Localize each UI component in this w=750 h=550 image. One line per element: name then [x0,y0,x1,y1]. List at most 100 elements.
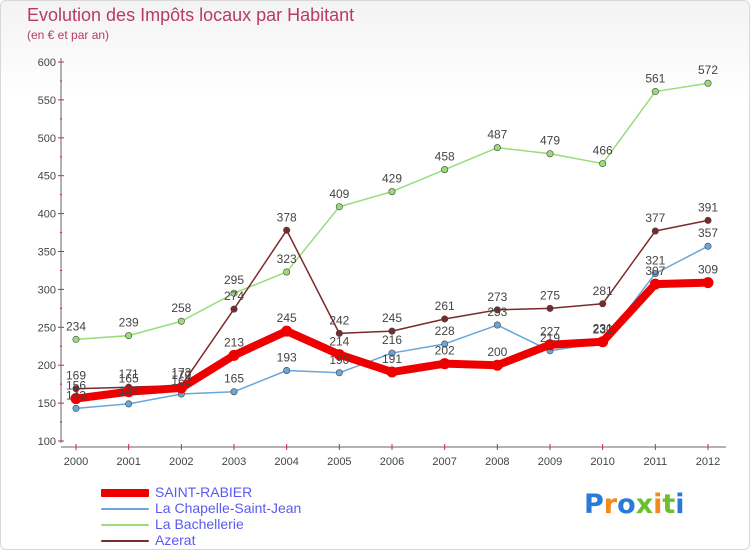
legend-item: La Chapelle-Saint-Jean [101,500,401,517]
data-point-azerat [230,305,238,313]
data-label-la-chapelle-saint-jean: 228 [435,324,455,338]
data-point-saint-rabier [544,339,556,351]
data-point-la-chapelle-saint-jean [493,321,501,329]
data-point-saint-rabier [281,325,293,337]
data-label-la-bachellerie: 466 [593,144,613,158]
data-point-la-bachellerie [177,317,185,325]
data-label-la-chapelle-saint-jean: 321 [645,253,665,267]
data-point-la-chapelle-saint-jean [230,388,238,396]
data-point-saint-rabier [70,393,82,405]
data-point-la-chapelle-saint-jean [72,404,80,412]
data-label-saint-rabier: 309 [698,263,718,277]
data-label-la-bachellerie: 429 [382,172,402,186]
x-tick-label: 2002 [169,456,193,468]
data-point-saint-rabier [386,366,398,378]
data-label-la-chapelle-saint-jean: 143 [66,388,86,402]
logo-letter: P [584,489,604,520]
y-tick-label: 150 [38,398,56,410]
data-label-saint-rabier: 227 [540,325,560,339]
proxiti-logo: Proxiti [584,489,685,520]
data-label-azerat: 261 [435,299,455,313]
data-point-azerat [441,315,449,323]
data-label-azerat: 274 [224,289,244,303]
data-point-saint-rabier [123,386,135,398]
data-label-azerat: 171 [119,367,139,381]
data-label-saint-rabier: 214 [329,335,349,349]
data-label-la-chapelle-saint-jean: 193 [277,351,297,365]
legend-item: Azerat [101,532,401,549]
data-label-azerat: 173 [171,366,191,380]
data-label-saint-rabier: 245 [277,311,297,325]
data-label-azerat: 169 [66,369,86,383]
data-label-azerat: 242 [329,313,349,327]
data-label-la-chapelle-saint-jean: 357 [698,226,718,240]
data-point-azerat [72,385,80,393]
data-point-azerat [704,216,712,224]
data-label-azerat: 245 [382,311,402,325]
legend-swatch [101,540,149,542]
data-label-la-chapelle-saint-jean: 216 [382,333,402,347]
data-label-saint-rabier: 156 [66,379,86,393]
legend-label: La Chapelle-Saint-Jean [155,500,302,516]
legend-swatch [101,508,149,510]
data-point-saint-rabier [228,349,240,361]
data-point-saint-rabier [597,336,609,348]
data-label-la-chapelle-saint-jean: 149 [119,384,139,398]
data-label-saint-rabier: 170 [171,368,191,382]
legend-swatch [101,524,149,526]
data-point-la-chapelle-saint-jean [704,242,712,250]
data-label-saint-rabier: 213 [224,335,244,349]
data-point-la-chapelle-saint-jean [651,269,659,277]
y-tick-label: 550 [38,95,56,107]
data-point-la-bachellerie [599,160,607,168]
data-point-saint-rabier [649,278,661,290]
data-point-saint-rabier [333,349,345,361]
data-point-la-bachellerie [388,188,396,196]
data-label-la-chapelle-saint-jean: 219 [540,331,560,345]
legend-label: La Bachellerie [155,516,244,532]
chart-subtitle: (en € et par an) [27,28,110,42]
data-point-la-bachellerie [72,335,80,343]
y-tick-label: 500 [38,133,56,145]
legend-label: SAINT-RABIER [155,484,253,500]
y-tick-label: 350 [38,247,56,259]
logo-letter: i [675,489,685,520]
data-label-la-bachellerie: 258 [171,301,191,315]
data-label-la-bachellerie: 487 [487,128,507,142]
x-tick-label: 2001 [116,456,140,468]
data-point-la-bachellerie [441,166,449,174]
data-label-la-chapelle-saint-jean: 230 [593,322,613,336]
data-point-la-chapelle-saint-jean [335,369,343,377]
data-label-azerat: 377 [645,211,665,225]
data-point-la-bachellerie [230,289,238,297]
data-point-saint-rabier [439,358,451,370]
data-label-la-bachellerie: 295 [224,273,244,287]
data-point-la-chapelle-saint-jean [388,349,396,357]
data-label-saint-rabier: 165 [119,372,139,386]
x-tick-label: 2005 [327,456,351,468]
data-label-la-bachellerie: 234 [66,319,86,333]
data-label-azerat: 273 [487,290,507,304]
y-tick-label: 100 [38,436,56,448]
x-tick-label: 2012 [696,456,720,468]
legend-label: Azerat [155,532,196,548]
data-point-saint-rabier [175,382,187,394]
data-point-la-bachellerie [125,332,133,340]
legend-item: La Bachellerie [101,516,401,533]
x-tick-label: 2011 [644,456,668,468]
data-point-azerat [493,306,501,314]
data-point-la-chapelle-saint-jean [441,340,449,348]
y-tick-label: 450 [38,171,56,183]
x-tick-label: 2009 [538,456,562,468]
logo-letter: o [617,489,636,520]
data-point-la-bachellerie [335,203,343,211]
logo-letter: r [603,489,618,520]
data-point-saint-rabier [702,277,714,289]
y-tick-label: 200 [38,360,56,372]
data-label-la-bachellerie: 479 [540,134,560,148]
data-point-la-bachellerie [546,150,554,158]
data-point-la-bachellerie [651,88,659,96]
legend-swatch [101,489,149,497]
